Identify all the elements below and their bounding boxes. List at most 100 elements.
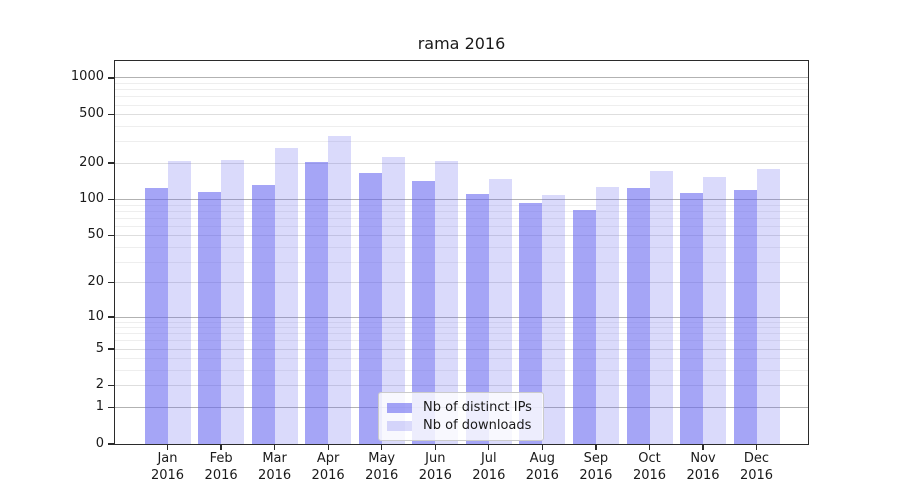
legend-item-distinct-ips: Nb of distinct IPs (387, 399, 535, 416)
bar-downloads (542, 194, 566, 444)
legend-label-distinct-ips: Nb of distinct IPs (423, 400, 532, 415)
y-tick-label: 10 (87, 308, 104, 324)
y-tick-mark (108, 114, 114, 116)
bar-downloads (328, 135, 352, 444)
y-tick-label: 2 (95, 377, 104, 393)
x-tick-mark (755, 445, 758, 450)
y-tick-mark (108, 77, 114, 79)
x-tick-mark (541, 445, 543, 450)
y-tick-mark (108, 443, 114, 445)
y-tick-label: 0 (95, 435, 104, 451)
gridline (115, 333, 808, 335)
bar-distinct-ips (626, 188, 650, 444)
gridline (115, 77, 808, 79)
gridline (115, 370, 808, 371)
y-tick-label: 5 (95, 340, 104, 356)
bar-distinct-ips (198, 191, 221, 444)
y-tick-mark (108, 235, 114, 237)
x-tick-label: Aug 2016 (525, 451, 559, 483)
x-tick-label: May 2016 (365, 451, 399, 483)
x-tick-label: Mar 2016 (258, 451, 292, 483)
x-tick-label: Jan 2016 (150, 451, 185, 483)
y-tick-label: 500 (79, 106, 104, 122)
x-tick-label: Jun 2016 (418, 451, 452, 483)
bar-distinct-ips (519, 202, 543, 444)
gridline (115, 125, 808, 127)
bar-downloads (595, 187, 619, 444)
gridline (115, 261, 808, 263)
gridline (115, 348, 808, 350)
x-tick-label: Feb 2016 (204, 451, 238, 483)
x-tick-mark (166, 445, 169, 450)
gridline (115, 141, 808, 143)
bar-downloads (703, 176, 726, 444)
x-tick-mark (595, 445, 597, 450)
bar-distinct-ips (465, 193, 489, 444)
legend-label-downloads: Nb of downloads (423, 418, 532, 433)
bar-downloads (649, 170, 673, 444)
y-tick-mark (108, 348, 114, 350)
y-tick-mark (108, 316, 114, 318)
gridline (115, 89, 808, 91)
bar-distinct-ips (251, 185, 275, 444)
gridline (115, 321, 808, 323)
legend-swatch-distinct-ips (387, 402, 412, 413)
x-tick-mark (274, 445, 276, 450)
gridline (115, 246, 808, 248)
y-tick-mark (108, 385, 114, 387)
bar-downloads (435, 160, 459, 444)
x-tick-mark (488, 445, 490, 450)
gridline (115, 385, 808, 387)
legend-swatch-downloads (387, 420, 412, 431)
bar-distinct-ips (733, 189, 757, 444)
y-tick-mark (108, 406, 114, 408)
x-tick-label: Apr 2016 (311, 451, 345, 483)
x-tick-label: Jul 2016 (472, 451, 506, 483)
gridline (115, 210, 808, 212)
legend: Nb of distinct IPs Nb of downloads (378, 392, 544, 441)
y-tick-label: 100 (79, 191, 104, 206)
gridline (115, 340, 808, 342)
y-tick-label: 20 (87, 274, 104, 290)
bar-downloads (221, 159, 244, 444)
bar-downloads (488, 178, 512, 444)
bar-downloads (756, 168, 780, 444)
y-tick-label: 50 (87, 227, 104, 243)
x-tick-mark (434, 445, 436, 450)
gridline (115, 282, 808, 284)
bar-distinct-ips (572, 209, 596, 444)
gridline (115, 316, 808, 318)
y-tick-mark (108, 282, 114, 284)
gridline (115, 162, 808, 164)
y-tick-mark (108, 198, 114, 201)
bar-distinct-ips (144, 187, 168, 444)
gridline (115, 327, 808, 329)
bar-downloads (274, 148, 298, 444)
gridline (115, 204, 808, 206)
gridline (115, 114, 808, 116)
x-tick-label: Oct 2016 (632, 451, 667, 483)
gridline (115, 358, 808, 360)
plot-area (114, 60, 809, 445)
bar-downloads (381, 157, 405, 444)
x-tick-mark (702, 445, 704, 450)
bar-distinct-ips (680, 192, 703, 444)
y-tick-label: 200 (79, 154, 104, 170)
gridline (115, 199, 808, 200)
y-tick-label: 1000 (70, 69, 104, 85)
bar-distinct-ips (412, 180, 436, 444)
x-tick-label: Dec 2016 (739, 451, 774, 483)
gridline (115, 96, 808, 98)
legend-item-downloads: Nb of downloads (387, 417, 535, 434)
x-tick-label: Sep 2016 (579, 451, 613, 483)
gridline (115, 104, 808, 106)
chart-title: rama 2016 (417, 34, 506, 53)
gridline (115, 217, 808, 219)
y-tick-mark (108, 162, 114, 164)
gridline (115, 83, 808, 84)
gridline (115, 225, 808, 227)
bar-distinct-ips (358, 173, 382, 444)
x-tick-label: Nov 2016 (686, 451, 720, 483)
x-tick-mark (381, 445, 383, 450)
